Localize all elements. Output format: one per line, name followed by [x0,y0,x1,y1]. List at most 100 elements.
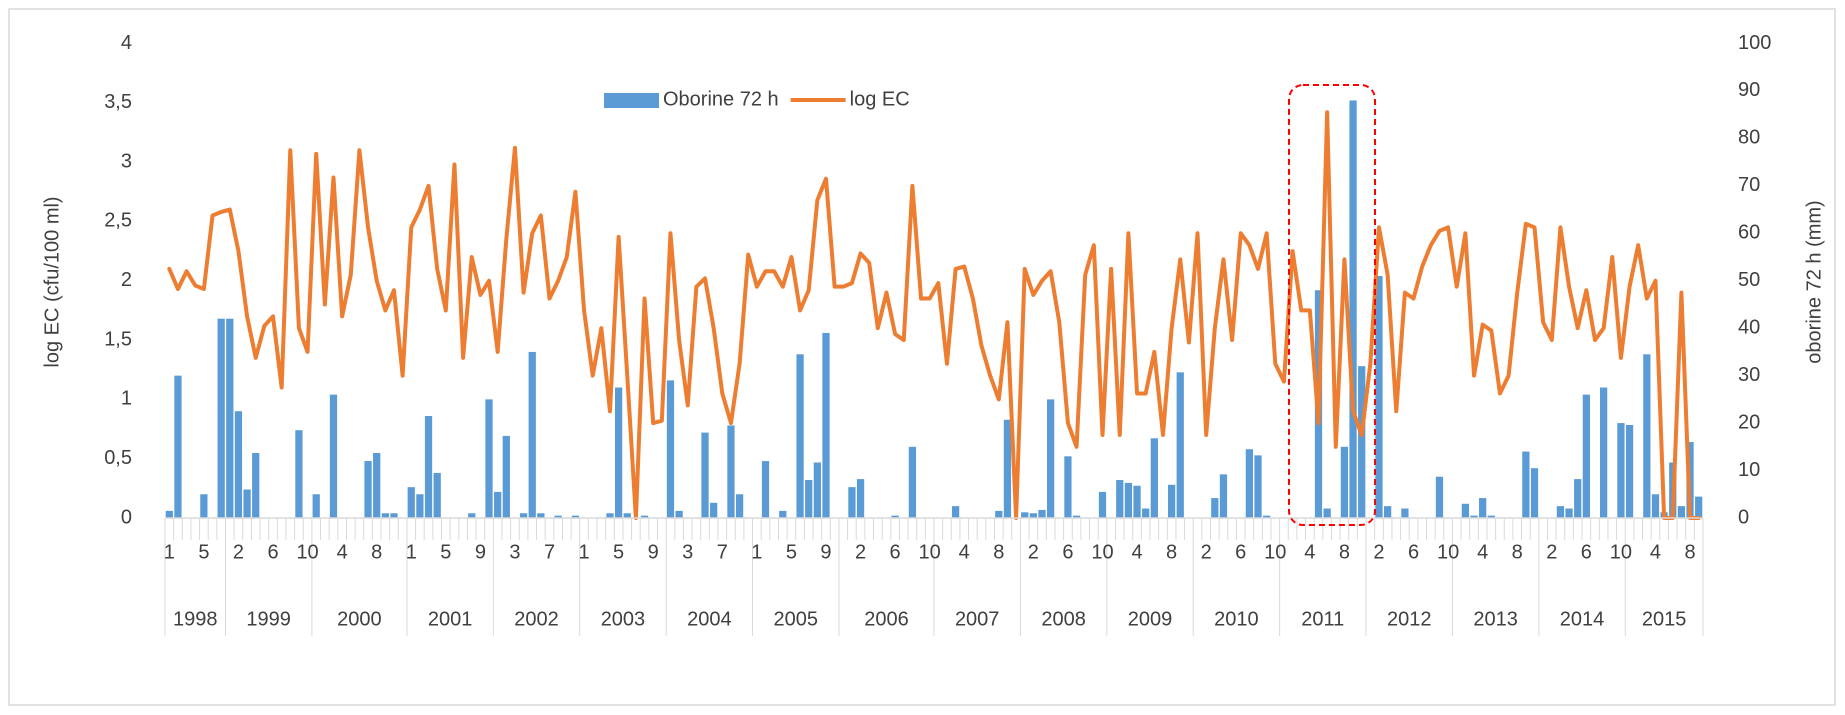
bar [1167,484,1176,518]
bar [710,502,718,518]
bar [727,425,735,518]
y2-tick-label: 10 [1738,459,1760,481]
legend-label: Oborine 72 h [663,88,779,110]
bar [1565,508,1573,518]
bar [1479,498,1487,518]
x-tick-label: 4 [337,541,348,563]
bar [1625,424,1634,518]
bar [822,332,830,518]
line [167,110,1701,520]
bar [813,462,821,518]
x-tick-label: 2 [233,541,244,563]
bar [908,446,917,518]
x-tick-label: 2 [1201,541,1212,563]
bar [312,494,320,518]
bar [1064,456,1072,518]
bar [701,432,709,518]
year-label: 2005 [774,608,819,630]
y-tick-label: 3,5 [104,91,132,113]
bar [1522,451,1530,518]
y2-tick-label: 30 [1738,364,1760,386]
bar [1323,508,1331,518]
bar [200,494,208,518]
bar [1021,512,1029,518]
x-tick-label: 8 [1684,541,1695,563]
x-tick-label: 8 [371,541,382,563]
x-tick-label: 5 [613,541,624,563]
bar [951,506,960,518]
y2-tick-label: 40 [1738,316,1760,338]
x-tick-label: 2 [855,541,866,563]
bar [1677,506,1686,518]
x-tick-label: 1 [751,541,762,563]
x-tick-label: 8 [1339,541,1350,563]
year-label: 2014 [1560,608,1605,630]
year-label: 2000 [337,608,382,630]
bar [1349,100,1357,518]
x-tick-label: 6 [890,541,901,563]
bar [234,411,243,518]
x-tick-label: 4 [959,541,970,563]
bar [1375,276,1383,518]
bar [735,494,744,518]
bar [381,513,389,518]
y2-tick-label: 50 [1738,269,1760,291]
bar [1254,455,1262,518]
year-label: 2007 [955,608,1000,630]
bar [1116,480,1124,518]
bar [675,510,683,518]
bar [528,351,536,518]
year-label: 2008 [1041,608,1086,630]
bar [779,510,787,518]
bar [217,318,225,518]
bar [848,487,856,518]
x-tick-label: 10 [1610,541,1632,563]
bar [571,515,580,518]
bar [1142,508,1150,518]
bar [1150,438,1158,518]
x-tick-label: 8 [993,541,1004,563]
x-tick-label: 6 [1581,541,1592,563]
bar [1133,485,1141,518]
plot-area: 00,511,522,533,5401020304050607080901001… [104,32,1771,636]
bar [640,515,649,518]
year-label: 2002 [514,608,559,630]
bar [407,487,415,518]
bar [761,461,770,518]
bar [1695,496,1703,518]
x-tick-label: 10 [1091,541,1113,563]
bar [1470,515,1478,518]
x-tick-label: 6 [1408,541,1419,563]
y2-tick-label: 20 [1738,411,1760,433]
y-tick-label: 2,5 [104,210,132,232]
x-tick-label: 7 [717,541,728,563]
year-label: 2015 [1642,608,1687,630]
bar [1029,513,1037,518]
y2-axis-title: oborine 72 h (mm) [1803,200,1825,363]
bar [252,452,260,518]
bar [537,513,545,518]
x-tick-label: 6 [1235,541,1246,563]
y2-tick-label: 70 [1738,174,1760,196]
bar [1263,515,1271,518]
bar [494,491,502,518]
chart-frame [8,8,1836,706]
year-label: 2010 [1214,608,1259,630]
x-tick-label: 9 [475,541,486,563]
bar [433,472,441,518]
bar [1072,515,1081,518]
x-tick-label: 7 [544,541,555,563]
bar [891,515,899,518]
year-label: 2013 [1473,608,1518,630]
x-tick-label: 5 [198,541,209,563]
bar [796,354,804,518]
y-tick-label: 1 [121,388,132,410]
bar [1383,506,1392,518]
y-tick-label: 0,5 [104,447,132,469]
bar [995,510,1003,518]
bar [1401,508,1409,518]
bar [364,461,372,518]
x-tick-label: 10 [1437,541,1459,563]
bar [1556,506,1565,518]
